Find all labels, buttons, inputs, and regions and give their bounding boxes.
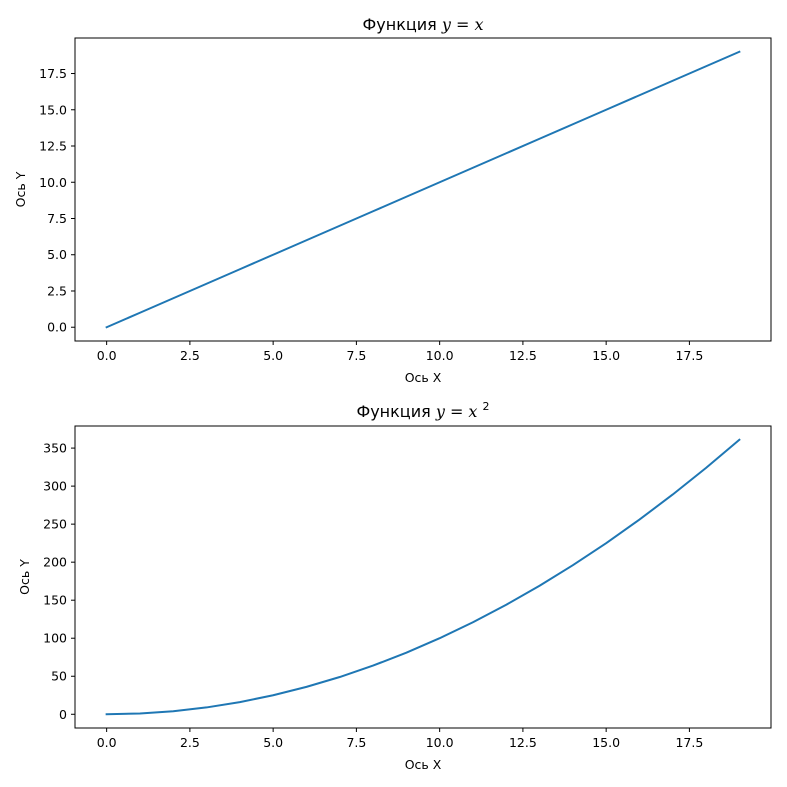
subplot-linear: Функция y = x Ось X Ось Y 0.0 2.5 5.0 7.5 10… <box>13 15 772 385</box>
x-tick-label: 10.0 <box>426 348 454 363</box>
x-tick-label: 17.5 <box>675 735 703 750</box>
x-tick-label: 0.0 <box>97 735 117 750</box>
x-axis-label: Ось X <box>405 757 442 772</box>
chart-title-prefix: Функция <box>356 402 430 421</box>
chart-title-math: y = x <box>435 402 478 421</box>
x-axis-label: Ось X <box>405 370 442 385</box>
y-tick-label: 15.0 <box>39 102 67 117</box>
x-tick-label: 10.0 <box>426 735 454 750</box>
x-tick-label: 7.5 <box>346 348 366 363</box>
x-tick-label: 0.0 <box>97 348 117 363</box>
y-tick-label: 17.5 <box>39 66 67 81</box>
y-tick-label: 200 <box>43 555 67 570</box>
y-tick-label: 12.5 <box>39 139 67 154</box>
x-tick-label: 17.5 <box>675 348 703 363</box>
x-tick-label: 7.5 <box>346 735 366 750</box>
x-tick-label: 5.0 <box>263 348 283 363</box>
y-tick-label: 150 <box>43 593 67 608</box>
y-tick-label: 50 <box>51 669 67 684</box>
y-tick-label: 10.0 <box>39 175 67 190</box>
chart-title-prefix: Функция <box>362 15 436 34</box>
y-tick-label: 100 <box>43 631 67 646</box>
y-tick-label: 0 <box>59 707 67 722</box>
x-tick-label: 12.5 <box>509 735 537 750</box>
subplot-quadratic: Функция y = x 2 Ось X Ось Y 0.0 2.5 5.0 7.5… <box>17 400 772 772</box>
chart-title-math: y = x <box>441 15 484 34</box>
y-tick-label: 5.0 <box>47 247 67 262</box>
plot-area-frame <box>74 37 772 342</box>
y-axis-label: Ось Y <box>13 171 28 207</box>
y-axis-label: Ось Y <box>17 559 32 595</box>
plot-area-frame <box>74 425 772 729</box>
x-tick-label: 15.0 <box>592 348 620 363</box>
x-tick-label: 2.5 <box>180 735 200 750</box>
series-line <box>105 50 741 329</box>
y-tick-label: 300 <box>43 479 67 494</box>
series-line <box>105 438 741 716</box>
chart-title: Функция y = x 2 <box>356 400 489 421</box>
x-tick-label: 12.5 <box>509 348 537 363</box>
y-tick-label: 7.5 <box>47 211 67 226</box>
y-tick-label: 350 <box>43 441 67 456</box>
y-tick-label: 250 <box>43 517 67 532</box>
chart-title-superscript: 2 <box>483 400 490 413</box>
x-tick-label: 2.5 <box>180 348 200 363</box>
y-tick-label: 2.5 <box>47 283 67 298</box>
chart-title: Функция y = x <box>362 15 483 34</box>
x-tick-label: 5.0 <box>263 735 283 750</box>
y-tick-label: 0.0 <box>47 320 67 335</box>
x-tick-label: 15.0 <box>592 735 620 750</box>
